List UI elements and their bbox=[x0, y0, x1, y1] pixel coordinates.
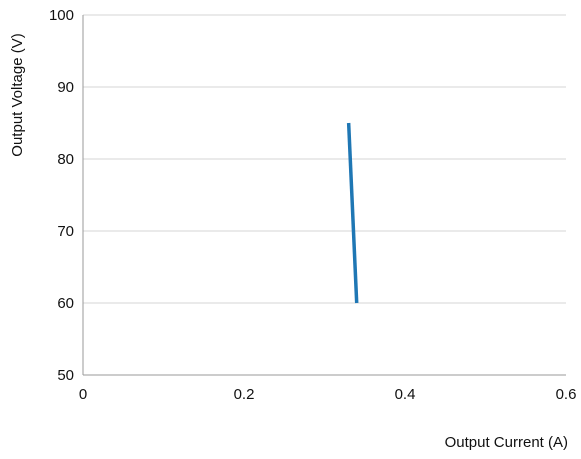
axes bbox=[82, 15, 566, 376]
series-line bbox=[346, 122, 359, 304]
x-tick-label: 0.4 bbox=[395, 386, 416, 403]
y-tick-label: 50 bbox=[57, 367, 74, 384]
y-tick-label: 70 bbox=[57, 223, 74, 240]
x-tick-label: 0.2 bbox=[234, 386, 255, 403]
x-tick-label: 0 bbox=[79, 386, 87, 403]
y-tick-label: 60 bbox=[57, 295, 74, 312]
x-tick-label: 0.6 bbox=[556, 386, 577, 403]
y-tick-label: 100 bbox=[49, 7, 74, 24]
y-axis-title: Output Voltage (V) bbox=[9, 33, 26, 156]
x-axis-title: Output Current (A) bbox=[445, 434, 568, 451]
y-tick-label: 90 bbox=[57, 79, 74, 96]
y-tick-label: 80 bbox=[57, 151, 74, 168]
grid-lines bbox=[83, 14, 566, 304]
series-lines bbox=[346, 122, 359, 304]
tick-labels: 50 60 70 80 90 100 0 0.2 0.4 0.6 bbox=[49, 7, 576, 403]
